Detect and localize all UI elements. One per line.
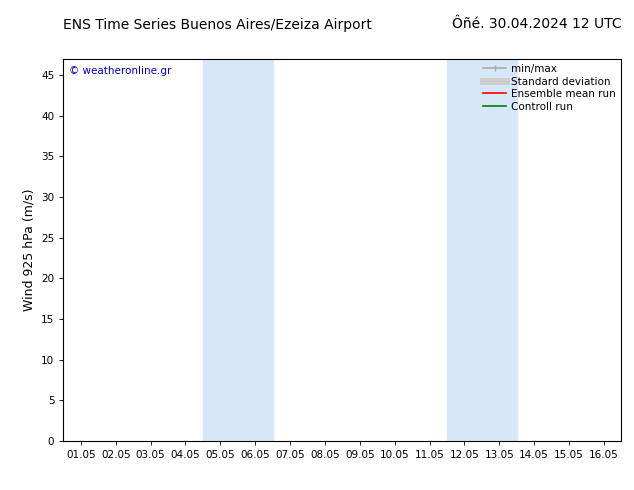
Y-axis label: Wind 925 hPa (m/s): Wind 925 hPa (m/s) xyxy=(23,189,36,311)
Legend: min/max, Standard deviation, Ensemble mean run, Controll run: min/max, Standard deviation, Ensemble me… xyxy=(483,64,616,112)
Text: ENS Time Series Buenos Aires/Ezeiza Airport: ENS Time Series Buenos Aires/Ezeiza Airp… xyxy=(63,18,372,31)
Bar xyxy=(447,59,517,441)
Bar xyxy=(203,59,273,441)
Text: © weatheronline.gr: © weatheronline.gr xyxy=(69,67,171,76)
Text: Ôñé. 30.04.2024 12 UTC: Ôñé. 30.04.2024 12 UTC xyxy=(451,18,621,31)
